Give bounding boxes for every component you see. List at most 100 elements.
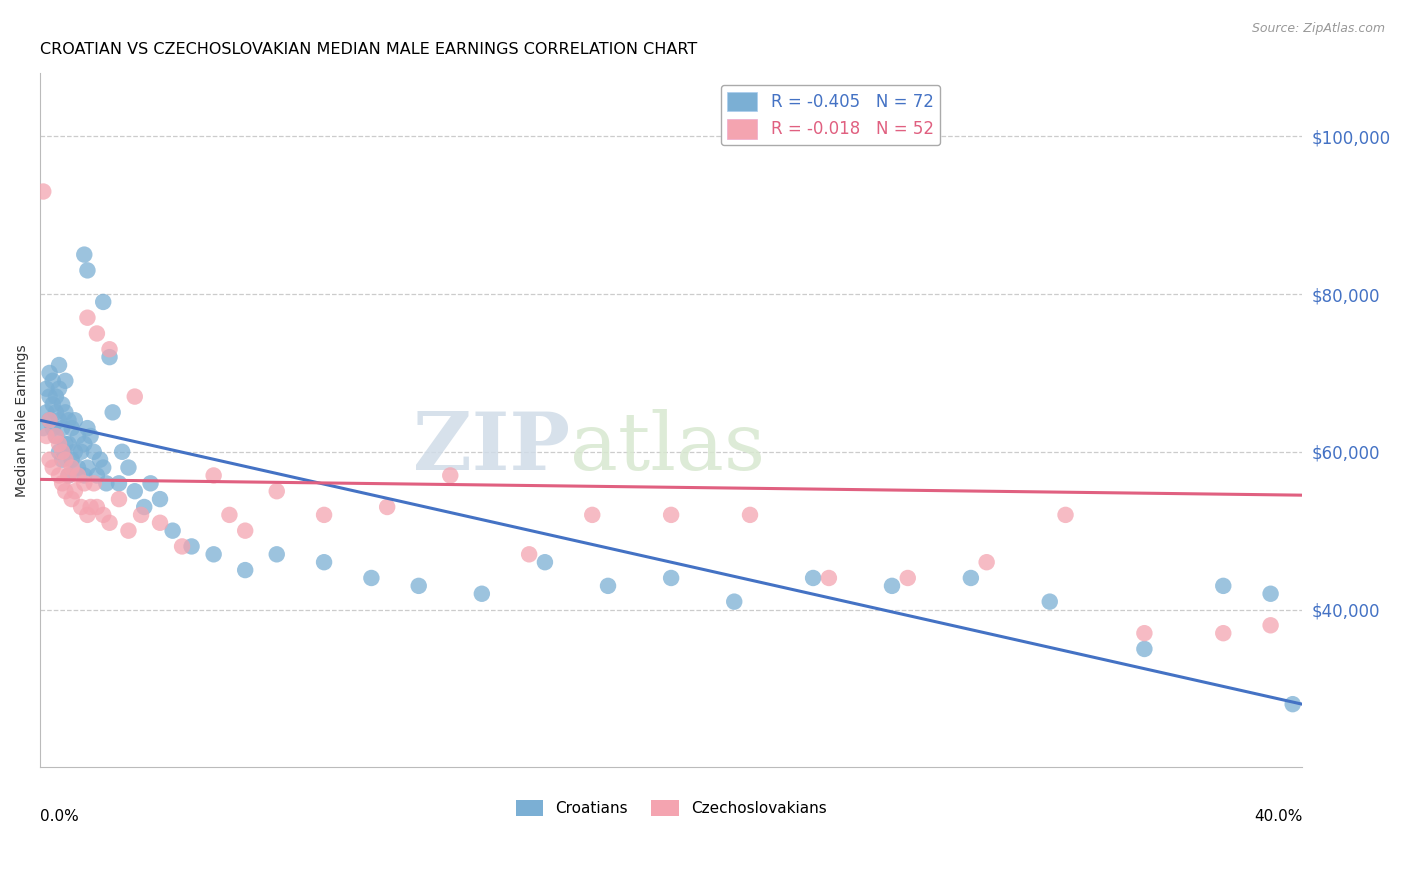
Point (48, 468, 70, 483)
Point (38, 390, 60, 404)
Point (1260, 587, 1282, 601)
Point (42, 397, 65, 411)
Point (375, 500, 398, 514)
Point (162, 524, 184, 538)
Legend: Croatians, Czechoslovakians: Croatians, Czechoslovakians (509, 794, 832, 822)
Point (149, 516, 172, 530)
Point (42, 421, 65, 435)
Point (1260, 618, 1282, 632)
Point (76, 421, 98, 435)
Point (73, 468, 96, 483)
Point (1212, 579, 1234, 593)
Point (98, 350, 121, 364)
Text: 0.0%: 0.0% (41, 809, 79, 824)
Point (202, 547, 225, 561)
Point (76, 263, 98, 277)
Point (76, 460, 98, 475)
Point (233, 563, 256, 577)
Point (180, 540, 202, 554)
Point (51, 444, 73, 458)
Point (45, 429, 67, 443)
Point (35, 405, 58, 419)
Point (42, 374, 65, 388)
Point (517, 547, 540, 561)
Point (86, 326, 108, 341)
Point (202, 468, 225, 483)
Point (129, 508, 152, 522)
Point (960, 571, 983, 585)
Point (723, 594, 745, 608)
Point (45, 405, 67, 419)
Point (976, 555, 998, 569)
Point (35, 382, 58, 396)
Point (233, 524, 256, 538)
Point (101, 405, 124, 419)
Point (60, 460, 83, 475)
Point (738, 508, 761, 522)
Point (53, 405, 76, 419)
Text: Source: ZipAtlas.com: Source: ZipAtlas.com (1251, 22, 1385, 36)
Point (266, 547, 288, 561)
Text: 40.0%: 40.0% (1254, 809, 1302, 824)
Point (35, 429, 58, 443)
Point (38, 413, 60, 427)
Point (53, 374, 76, 388)
Point (1212, 626, 1234, 640)
Point (439, 468, 461, 483)
Point (91, 508, 114, 522)
Point (48, 444, 70, 458)
Point (66, 468, 89, 483)
Point (91, 460, 114, 475)
Point (58, 468, 80, 483)
Point (818, 571, 841, 585)
Point (659, 571, 682, 585)
Point (134, 500, 156, 514)
Point (880, 579, 903, 593)
Point (58, 437, 80, 451)
Point (79, 429, 101, 443)
Point (596, 579, 619, 593)
Point (48, 382, 70, 396)
Point (266, 484, 288, 499)
Point (32, 421, 55, 435)
Point (73, 247, 96, 261)
Point (108, 492, 131, 507)
Point (76, 310, 98, 325)
Point (1133, 642, 1156, 657)
Point (48, 413, 70, 427)
Point (124, 484, 146, 499)
Point (38, 413, 60, 427)
Point (51, 397, 73, 411)
Point (83, 444, 105, 458)
Point (108, 476, 131, 491)
Point (98, 343, 121, 357)
Point (83, 476, 105, 491)
Point (1281, 697, 1303, 711)
Point (897, 571, 920, 585)
Point (38, 366, 60, 380)
Point (38, 452, 60, 467)
Point (312, 508, 335, 522)
Point (66, 460, 89, 475)
Point (581, 508, 603, 522)
Point (53, 437, 76, 451)
Point (1133, 626, 1156, 640)
Point (45, 429, 67, 443)
Point (801, 571, 824, 585)
Point (42, 460, 65, 475)
Point (360, 571, 382, 585)
Point (111, 444, 134, 458)
Point (58, 468, 80, 483)
Point (32, 185, 55, 199)
Point (408, 579, 430, 593)
Point (53, 452, 76, 467)
Point (70, 500, 93, 514)
Point (66, 429, 89, 443)
Point (51, 476, 73, 491)
Point (73, 476, 96, 491)
Point (312, 555, 335, 569)
Text: CROATIAN VS CZECHOSLOVAKIAN MEDIAN MALE EARNINGS CORRELATION CHART: CROATIAN VS CZECHOSLOVAKIAN MEDIAN MALE … (41, 42, 697, 57)
Point (63, 484, 86, 499)
Point (98, 516, 121, 530)
Y-axis label: Median Male Earnings: Median Male Earnings (15, 344, 30, 497)
